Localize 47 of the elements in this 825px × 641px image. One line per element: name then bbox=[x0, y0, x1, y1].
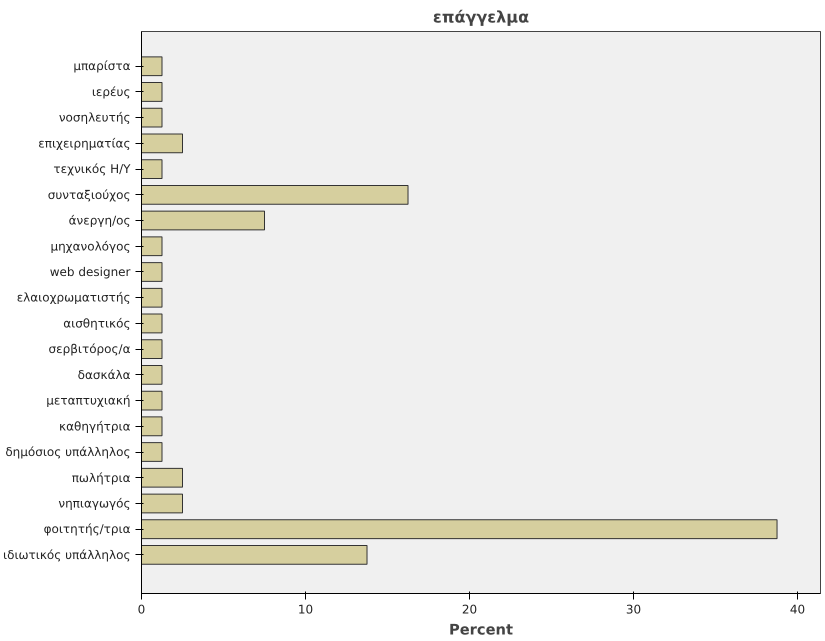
y-tick-label: δασκάλα bbox=[78, 368, 131, 382]
bar bbox=[142, 416, 162, 436]
bar bbox=[142, 159, 162, 179]
y-tick-label: web designer bbox=[50, 264, 131, 279]
y-tick-label: ιδιωτικός υπάλληλος bbox=[3, 548, 131, 562]
x-tick-label: 30 bbox=[626, 602, 642, 616]
y-tick-label: νοσηλευτής bbox=[58, 110, 131, 125]
bar bbox=[142, 108, 162, 128]
bar bbox=[142, 468, 183, 488]
y-tick-label: άνεργη/ος bbox=[68, 214, 131, 228]
y-tick-label: ιερέυς bbox=[92, 84, 131, 99]
y-tick-label: πωλήτρια bbox=[72, 470, 131, 485]
x-tick-label: 10 bbox=[298, 602, 314, 616]
bar bbox=[142, 314, 162, 334]
y-tick-label: φοιτητής/τρια bbox=[44, 522, 131, 536]
y-tick-label: αισθητικός bbox=[63, 316, 130, 330]
y-tick-label: μεταπτυχιακή bbox=[46, 394, 131, 408]
bar bbox=[142, 210, 266, 230]
x-tick-label: 20 bbox=[462, 602, 478, 616]
bar bbox=[142, 262, 162, 282]
bar bbox=[142, 364, 162, 385]
y-tick-label: μηχανολόγος bbox=[50, 239, 131, 254]
y-tick-label: τεχνικός Η/Υ bbox=[53, 162, 132, 176]
y-tick-label: σερβιτόρος/α bbox=[48, 342, 131, 356]
x-tick-label: 40 bbox=[790, 602, 806, 616]
y-tick-label: δημόσιος υπάλληλος bbox=[5, 445, 131, 460]
y-tick-label: ελαιοχρωματιστής bbox=[16, 290, 131, 305]
bar bbox=[142, 56, 162, 76]
x-tick-label: 0 bbox=[138, 602, 146, 616]
chart-title: επάγγελμα bbox=[432, 8, 530, 26]
bar bbox=[142, 442, 162, 462]
bar bbox=[142, 390, 162, 410]
bar bbox=[142, 82, 162, 102]
bar bbox=[142, 133, 183, 154]
bar bbox=[142, 545, 368, 565]
bar bbox=[142, 339, 162, 360]
y-tick-label: επιχειρηματίας bbox=[38, 136, 131, 150]
y-tick-label: συνταξιούχος bbox=[48, 188, 131, 202]
bar bbox=[142, 184, 409, 205]
y-tick-label: καθηγήτρια bbox=[59, 419, 131, 434]
y-tick-label: νηπιαγωγός bbox=[58, 496, 130, 510]
bar bbox=[142, 519, 778, 540]
bar bbox=[142, 236, 162, 256]
x-axis-title: Percent bbox=[449, 622, 513, 638]
bar bbox=[142, 494, 183, 514]
bar bbox=[142, 288, 162, 308]
y-tick-label: μπαρίστα bbox=[73, 59, 131, 74]
